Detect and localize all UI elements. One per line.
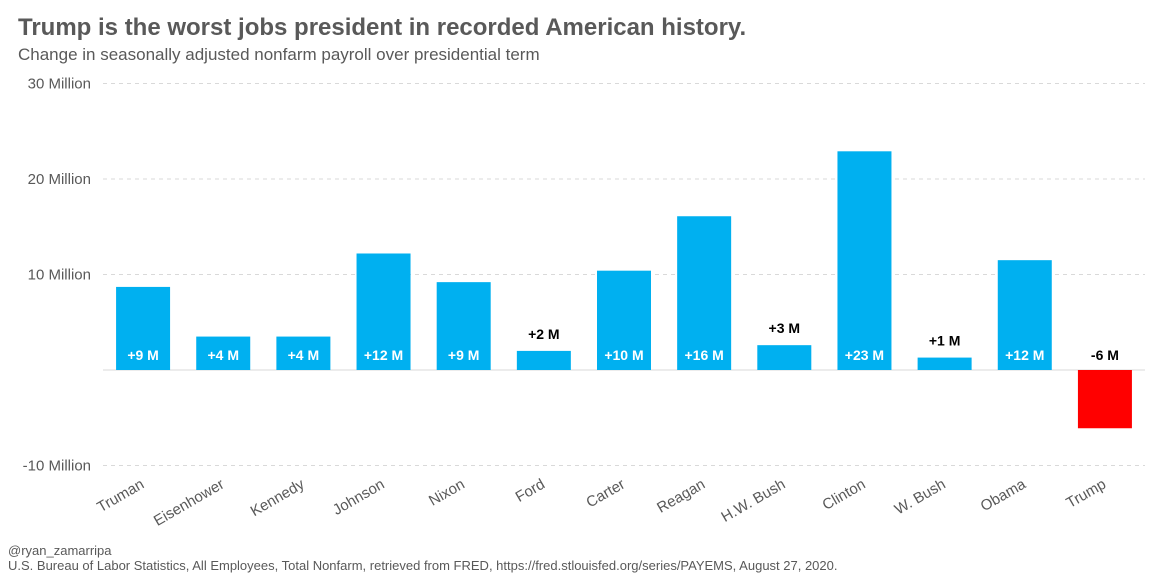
x-tick-label: H.W. Bush: [718, 476, 788, 526]
data-label: +10 M: [604, 347, 643, 363]
footer-source: U.S. Bureau of Labor Statistics, All Emp…: [8, 558, 838, 573]
data-label: +12 M: [364, 347, 403, 363]
chart-title: Trump is the worst jobs president in rec…: [18, 14, 747, 41]
bar-ford: [516, 350, 571, 370]
x-tick-label: Johnson: [330, 476, 388, 519]
x-tick-label: Carter: [583, 476, 628, 512]
x-tick-label: Clinton: [820, 476, 869, 514]
x-tick-label: Nixon: [426, 476, 468, 510]
bar-reagan: [677, 216, 732, 370]
bar-nixon: [436, 282, 491, 370]
y-tick-label: 20 Million: [28, 171, 91, 188]
data-label: +16 M: [684, 347, 723, 363]
x-tick-label: Ford: [513, 476, 548, 506]
footer-handle: @ryan_zamarripa: [8, 543, 112, 558]
data-label: +1 M: [929, 333, 961, 349]
data-label: -6 M: [1091, 347, 1119, 363]
x-tick-label: Kennedy: [248, 475, 308, 520]
y-tick-label: 30 Million: [28, 76, 91, 93]
chart-subtitle: Change in seasonally adjusted nonfarm pa…: [18, 45, 540, 64]
x-tick-label: Obama: [978, 475, 1030, 515]
data-label: +4 M: [207, 347, 239, 363]
bar-obama: [997, 260, 1052, 370]
bar-kennedy: [276, 336, 331, 370]
y-tick-label: -10 Million: [23, 458, 91, 475]
x-tick-label: Reagan: [654, 476, 708, 517]
bar-h-w-bush: [757, 345, 812, 370]
bar-clinton: [837, 151, 892, 370]
x-tick-label: Eisenhower: [151, 476, 227, 530]
bar-carter: [597, 270, 651, 370]
bar-johnson: [356, 253, 411, 370]
bar-w-bush: [917, 357, 972, 370]
data-label: +23 M: [845, 347, 884, 363]
bar-truman: [116, 286, 171, 370]
x-tick-label: Truman: [94, 476, 147, 516]
x-tick-label: W. Bush: [892, 476, 949, 519]
bar-eisenhower: [196, 336, 251, 370]
data-label: +9 M: [448, 347, 480, 363]
data-label: +12 M: [1005, 347, 1044, 363]
data-label: +4 M: [288, 347, 320, 363]
data-label: +9 M: [127, 347, 159, 363]
y-tick-label: 10 Million: [28, 267, 91, 284]
data-label: +2 M: [528, 326, 560, 342]
data-label: +3 M: [769, 320, 801, 336]
bar-trump: [1077, 370, 1132, 429]
x-tick-label: Trump: [1063, 476, 1109, 512]
